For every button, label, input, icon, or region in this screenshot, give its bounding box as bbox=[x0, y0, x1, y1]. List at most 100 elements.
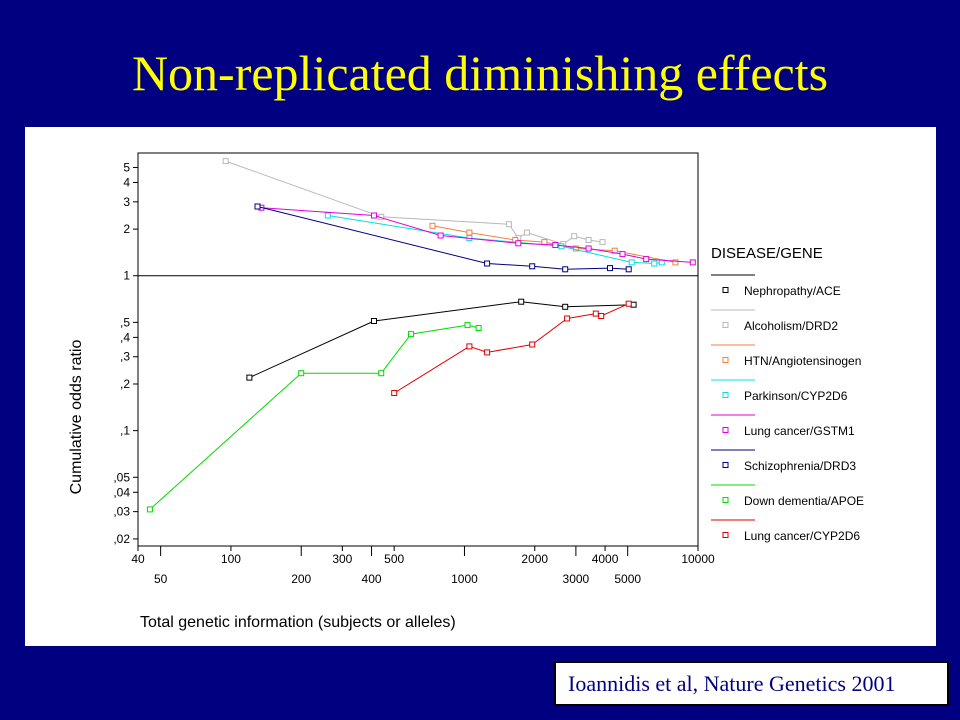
x-tick-label: 4000 bbox=[592, 552, 619, 566]
data-point bbox=[643, 256, 650, 263]
x-tick-label: 50 bbox=[154, 572, 168, 586]
data-point bbox=[246, 374, 253, 381]
data-point bbox=[146, 506, 153, 513]
y-tick-label: ,02 bbox=[113, 532, 130, 546]
y-tick-label: ,03 bbox=[113, 505, 130, 519]
legend-marker bbox=[722, 532, 729, 538]
x-tick-label: 40 bbox=[131, 552, 145, 566]
data-point bbox=[254, 203, 261, 210]
data-point bbox=[651, 260, 658, 267]
data-point bbox=[466, 343, 473, 350]
legend-label: Lung cancer/CYP2D6 bbox=[744, 529, 860, 543]
legend-marker bbox=[722, 322, 729, 328]
data-point bbox=[598, 313, 605, 319]
legend-label: Alcoholism/DRD2 bbox=[744, 319, 838, 333]
x-tick-label: 5000 bbox=[614, 572, 641, 586]
citation-text: Ioannidis et al, Nature Genetics 2001 bbox=[568, 671, 896, 696]
legend-label: Parkinson/CYP2D6 bbox=[744, 389, 848, 403]
data-point bbox=[562, 266, 569, 273]
legend-marker bbox=[722, 462, 729, 468]
legend-marker bbox=[722, 497, 729, 503]
data-point bbox=[572, 245, 579, 252]
legend-title: DISEASE/GENE bbox=[711, 245, 823, 262]
data-point bbox=[523, 229, 530, 236]
legend-label: Nephropathy/ACE bbox=[744, 284, 841, 298]
data-point bbox=[585, 237, 592, 243]
data-point bbox=[564, 315, 571, 322]
y-tick-label: ,04 bbox=[113, 485, 130, 499]
data-point bbox=[672, 259, 679, 266]
legend-label: Schizophrenia/DRD3 bbox=[744, 459, 856, 473]
x-tick-label: 10000 bbox=[681, 552, 715, 566]
chart-panel: 5 4 3 2 1 ,5,4 ,3 ,2 ,1 ,05,04 ,03 ,02 40 100 300 500 20… bbox=[25, 127, 936, 646]
data-point bbox=[391, 390, 398, 396]
data-point bbox=[475, 325, 482, 331]
data-point bbox=[552, 242, 559, 248]
data-point bbox=[541, 239, 548, 246]
data-point bbox=[529, 263, 536, 270]
slide-title: Non-replicated diminishing effects bbox=[131, 45, 829, 101]
plot-frame bbox=[137, 152, 699, 547]
data-point bbox=[222, 158, 229, 165]
series-line-8 bbox=[393, 303, 629, 394]
x-tick-label: 3000 bbox=[563, 572, 590, 586]
data-point bbox=[562, 303, 569, 310]
legend-marker bbox=[722, 427, 729, 433]
data-point bbox=[429, 222, 436, 229]
data-point bbox=[619, 251, 626, 258]
data-point bbox=[437, 232, 444, 239]
data-point bbox=[607, 265, 613, 272]
y-tick-label: 2 bbox=[123, 222, 130, 236]
legend-marker bbox=[722, 287, 729, 293]
data-point bbox=[515, 240, 522, 247]
legend-label: HTN/Angiotensinogen bbox=[744, 354, 861, 368]
y-tick-label: ,1 bbox=[120, 424, 130, 438]
y-tick-label: ,05 bbox=[113, 470, 130, 484]
data-point bbox=[689, 259, 696, 266]
x-axis-title: Total genetic information (subjects or a… bbox=[140, 614, 456, 631]
data-point bbox=[466, 229, 473, 236]
data-point bbox=[585, 245, 592, 252]
series-line-6 bbox=[257, 206, 629, 270]
y-tick-label: 3 bbox=[123, 195, 130, 209]
data-point bbox=[625, 300, 632, 307]
data-point bbox=[484, 349, 491, 356]
data-point bbox=[484, 260, 491, 267]
data-point bbox=[630, 301, 637, 308]
y-tick-label: 1 bbox=[123, 269, 130, 283]
x-tick-label: 1000 bbox=[451, 572, 478, 586]
data-point bbox=[464, 322, 471, 329]
data-point bbox=[371, 212, 377, 219]
data-point bbox=[592, 310, 599, 317]
y-tick-label: ,5 bbox=[120, 315, 130, 329]
data-point bbox=[324, 212, 331, 219]
legend-marker bbox=[722, 357, 729, 363]
citation-box: Ioannidis et al, Nature Genetics 2001 bbox=[554, 661, 949, 706]
y-tick-label: ,2 bbox=[120, 377, 130, 391]
x-tick-label: 100 bbox=[221, 552, 241, 566]
legend-label: Down dementia/APOE bbox=[744, 494, 864, 508]
data-point bbox=[628, 259, 635, 266]
series-line-7 bbox=[149, 324, 479, 510]
series-line-1 bbox=[249, 301, 634, 379]
y-tick-label: 4 bbox=[123, 175, 130, 189]
y-tick-label: ,3 bbox=[120, 350, 130, 364]
data-point bbox=[408, 331, 414, 338]
y-axis-title: Cumulative odds ratio bbox=[68, 340, 85, 495]
data-point bbox=[378, 370, 385, 377]
data-point bbox=[298, 370, 305, 377]
data-point bbox=[625, 266, 632, 273]
y-tick-label: ,4 bbox=[120, 330, 130, 344]
series-line-2 bbox=[225, 160, 603, 245]
x-tick-label: 500 bbox=[384, 552, 404, 566]
legend-label: Lung cancer/GSTM1 bbox=[744, 424, 855, 438]
series-line-4 bbox=[327, 215, 662, 265]
legend-marker bbox=[722, 392, 729, 398]
x-tick-label: 200 bbox=[291, 572, 311, 586]
data-point bbox=[371, 318, 377, 324]
data-point bbox=[599, 239, 606, 246]
data-point bbox=[529, 341, 536, 348]
x-tick-label: 400 bbox=[362, 572, 382, 586]
x-tick-label: 300 bbox=[332, 552, 352, 566]
